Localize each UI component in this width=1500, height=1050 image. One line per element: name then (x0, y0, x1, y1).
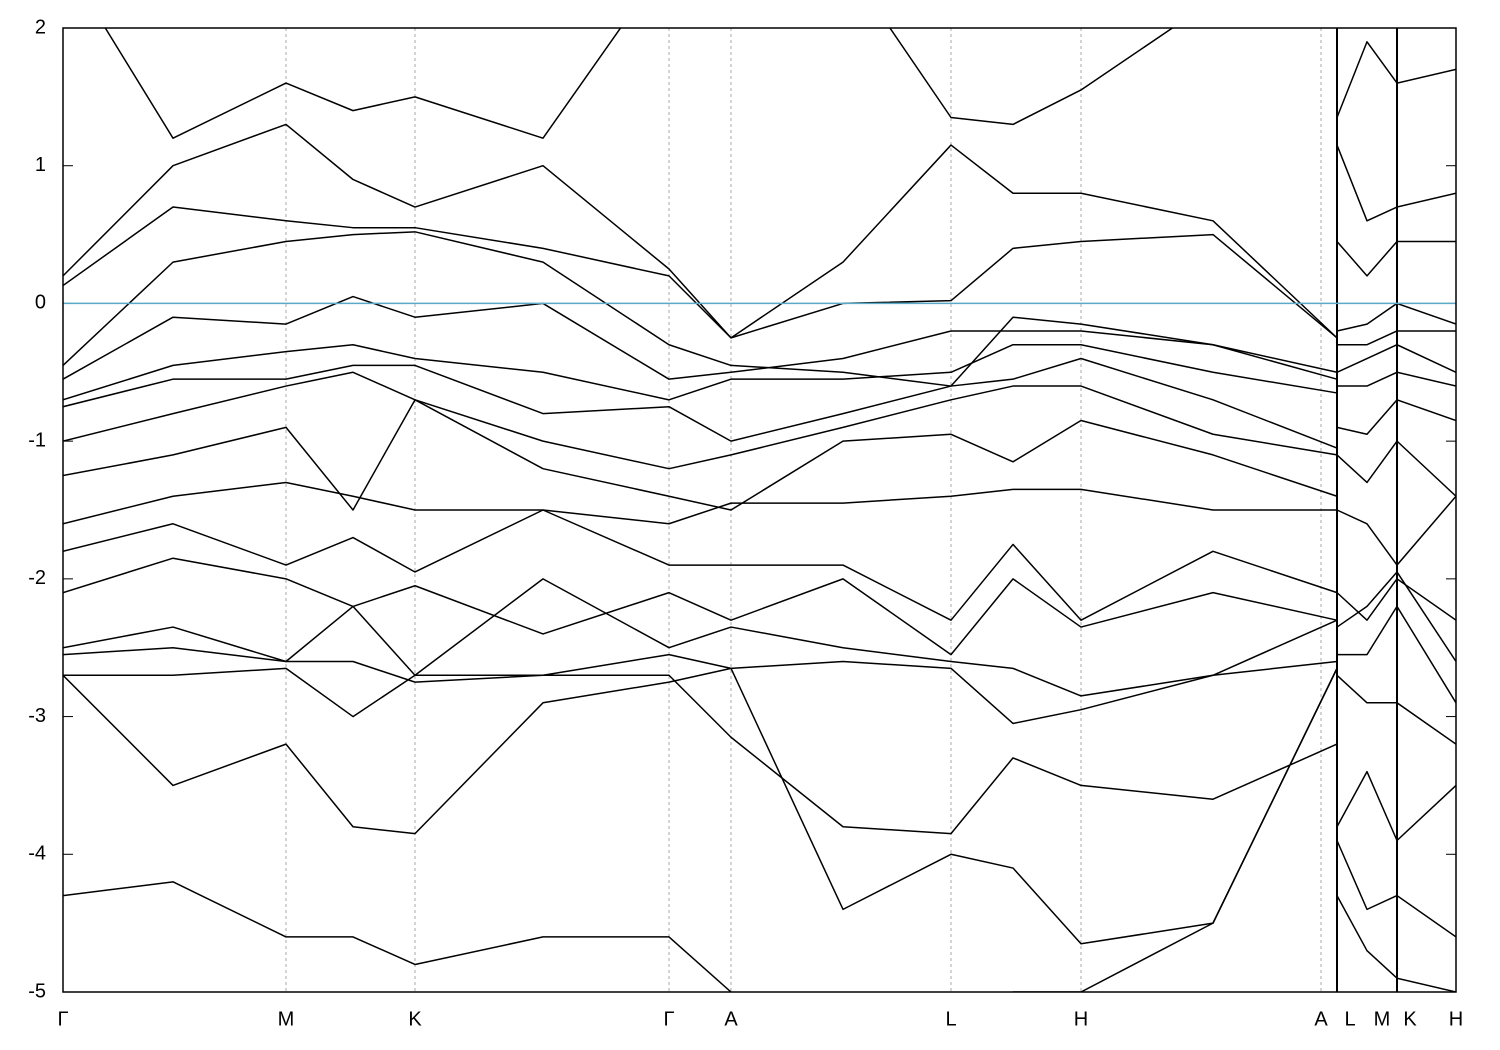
y-tick-label: -1 (28, 429, 46, 451)
band-line (63, 343, 1456, 401)
y-tick-label: 1 (35, 154, 46, 176)
band-line (63, 578, 1456, 704)
plot-frame (62, 27, 1457, 993)
band-line (63, 371, 1456, 470)
y-tick-label: -4 (28, 843, 46, 865)
y-tick-label: 2 (35, 16, 46, 38)
plot-area (63, 28, 1456, 992)
band-line (63, 667, 1456, 945)
y-tick-label: -3 (28, 705, 46, 727)
x-tick-label: M (278, 1008, 295, 1030)
band-line (63, 667, 1456, 842)
x-tick-label: L (945, 1008, 956, 1030)
band-line (104, 28, 1456, 139)
x-tick-label: H (1449, 1008, 1463, 1030)
x-tick-label: K (408, 1008, 422, 1030)
x-tick-label: K (1403, 1008, 1417, 1030)
band-line (63, 646, 1456, 745)
y-tick-label: -5 (28, 980, 46, 1002)
band-line (63, 481, 1456, 566)
band-line (63, 231, 1456, 387)
x-tick-label: Γ (57, 1008, 68, 1030)
x-tick-label: A (1314, 1008, 1328, 1030)
band-line (63, 206, 1456, 339)
band-line (63, 667, 1456, 992)
band-line (63, 357, 1456, 449)
y-tick-label: 0 (35, 292, 46, 314)
x-tick-label: M (1374, 1008, 1391, 1030)
x-tick-label: Γ (663, 1008, 674, 1030)
band-line (63, 123, 1456, 339)
band-line (63, 557, 1456, 662)
y-tick-label: -2 (28, 567, 46, 589)
band-line (63, 295, 1456, 380)
band-line (63, 399, 1456, 511)
x-tick-label: H (1074, 1008, 1088, 1030)
band-line (63, 509, 1456, 621)
x-tick-label: A (724, 1008, 738, 1030)
x-tick-label: L (1344, 1008, 1355, 1030)
